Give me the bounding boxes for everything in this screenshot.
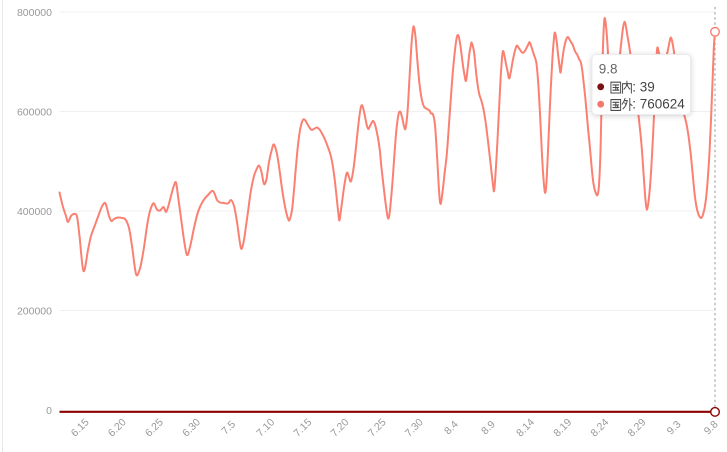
svg-text:8.9: 8.9 xyxy=(479,418,498,437)
svg-text:800000: 800000 xyxy=(17,7,52,19)
svg-text:6.20: 6.20 xyxy=(106,416,129,439)
svg-text:600000: 600000 xyxy=(17,107,52,119)
svg-text:8.19: 8.19 xyxy=(551,416,574,439)
svg-text:: 39: : 39 xyxy=(632,79,655,94)
svg-text:7.10: 7.10 xyxy=(254,416,277,439)
svg-text:6.30: 6.30 xyxy=(180,416,203,439)
svg-text:6.25: 6.25 xyxy=(143,416,166,439)
svg-text:9.8: 9.8 xyxy=(599,61,618,76)
svg-text:8.24: 8.24 xyxy=(588,416,611,439)
svg-text:200000: 200000 xyxy=(17,306,52,318)
svg-text:8.4: 8.4 xyxy=(442,418,461,437)
svg-text:9.8: 9.8 xyxy=(702,418,721,437)
svg-text:0: 0 xyxy=(46,405,52,417)
svg-text:400000: 400000 xyxy=(17,206,52,218)
svg-text:6.15: 6.15 xyxy=(69,416,92,439)
svg-text:8.29: 8.29 xyxy=(626,416,649,439)
svg-text:8.14: 8.14 xyxy=(514,416,537,439)
svg-text:7.30: 7.30 xyxy=(403,416,426,439)
svg-text:7.25: 7.25 xyxy=(366,416,389,439)
svg-text:: 760624: : 760624 xyxy=(632,97,685,112)
svg-text:7.20: 7.20 xyxy=(329,416,352,439)
svg-text:7.5: 7.5 xyxy=(219,418,238,437)
svg-text:9.3: 9.3 xyxy=(665,418,684,437)
svg-text:7.15: 7.15 xyxy=(291,416,314,439)
